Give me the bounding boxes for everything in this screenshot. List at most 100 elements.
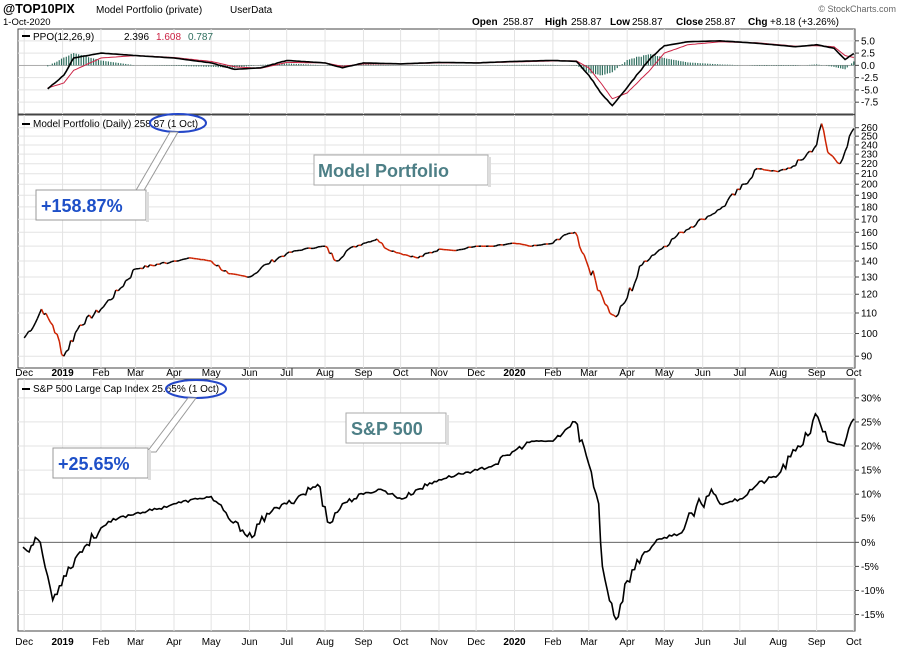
portfolio-price-segment	[734, 188, 739, 196]
portfolio-price-segment	[49, 321, 54, 326]
portfolio-price-segment	[291, 250, 295, 253]
portfolio-price-segment	[626, 287, 631, 299]
portfolio-price-segment	[722, 205, 726, 208]
portfolio-price-segment	[220, 269, 224, 272]
portfolio-price-segment	[583, 254, 588, 262]
portfolio-price-segment	[526, 244, 530, 247]
portfolio-price-segment	[717, 208, 721, 211]
portfolio-callout-pointer	[134, 131, 179, 193]
portfolio-annotation: +158.87%	[41, 196, 123, 216]
month-label-top: Sep	[808, 368, 826, 379]
portfolio-name: Model Portfolio (private)	[96, 5, 202, 16]
portfolio-price-segment	[554, 238, 558, 242]
portfolio-price-segment	[668, 238, 673, 245]
portfolio-price-segment	[348, 246, 352, 250]
portfolio-price-segment	[258, 266, 263, 271]
portfolio-price-segment	[671, 237, 675, 240]
portfolio-price-segment	[181, 258, 185, 261]
portfolio-price-segment	[585, 260, 590, 268]
month-label-bottom: Mar	[580, 637, 598, 648]
portfolio-annotation-box	[35, 189, 147, 221]
sp500-tick-label: 20%	[861, 442, 881, 453]
portfolio-price-segment	[210, 260, 215, 265]
ppo-tick-label: 2.5	[861, 49, 875, 60]
portfolio-price-segment	[780, 168, 784, 171]
ppo-legend-prefix: PPO(12,26,9)	[33, 32, 94, 43]
portfolio-price-segment	[815, 131, 820, 146]
portfolio-price-segment	[171, 260, 175, 263]
portfolio-price-segment	[749, 176, 753, 181]
portfolio-price-segment	[122, 280, 127, 287]
portfolio-price-segment	[709, 213, 714, 217]
portfolio-price-segment	[164, 261, 168, 265]
portfolio-price-segment	[198, 258, 202, 261]
portfolio-tick-label: 110	[861, 308, 877, 319]
portfolio-price-segment	[620, 304, 624, 307]
month-label-top: Jul	[733, 368, 746, 379]
portfolio-price-segment	[697, 218, 701, 222]
portfolio-price-segment	[692, 224, 697, 228]
sp500-tick-label: 25%	[861, 417, 881, 428]
portfolio-tick-label: 170	[861, 215, 878, 226]
portfolio-price-segment	[384, 247, 388, 250]
portfolio-price-segment	[676, 231, 680, 237]
portfolio-price-segment	[249, 275, 253, 278]
portfolio-price-segment	[768, 169, 772, 172]
portfolio-legend: Model Portfolio (Daily) 258.87 (1 Oct)	[22, 119, 198, 130]
ppo-tick-label: 5.0	[861, 36, 875, 47]
month-label-bottom: May	[202, 637, 221, 648]
portfolio-price-segment	[683, 229, 687, 234]
month-label-bottom: Jun	[695, 637, 711, 648]
portfolio-price-segment	[32, 322, 36, 328]
sp500-tick-label: 30%	[861, 393, 881, 404]
ppo-legend: PPO(12,26,9) 2.396 1.608 0.787	[22, 32, 213, 43]
portfolio-price-segment	[427, 251, 430, 255]
portfolio-price-segment	[822, 130, 827, 143]
portfolio-price-segment	[724, 200, 729, 207]
watermark: © StockCharts.com	[818, 4, 896, 14]
portfolio-price-segment	[350, 245, 354, 249]
month-axis-bottom: Dec 2019 Feb Mar Apr May Jun Jul Aug Sep Oct Nov Dec…	[15, 637, 861, 648]
portfolio-price-segment	[178, 259, 182, 262]
portfolio-price-segment	[604, 303, 608, 307]
portfolio-price-segment	[283, 253, 288, 257]
portfolio-price-segment	[688, 226, 692, 230]
sp500-tick-label: -5%	[861, 562, 879, 573]
portfolio-price-segment	[648, 254, 653, 260]
portfolio-price-segment	[581, 251, 585, 256]
sp500-label-shadow	[446, 415, 449, 445]
portfolio-annotation-shadow	[146, 192, 149, 222]
portfolio-price-segment	[559, 236, 563, 241]
portfolio-price-segment	[611, 313, 615, 317]
portfolio-price-segment	[811, 147, 815, 153]
month-label-bottom: 2020	[503, 637, 526, 648]
month-label-bottom: Jun	[241, 637, 257, 648]
portfolio-price-segment	[40, 308, 45, 315]
portfolio-price-segment	[844, 146, 848, 152]
portfolio-price-segment	[775, 170, 779, 173]
month-label-top: Dec	[467, 368, 485, 379]
portfolio-price-segment	[818, 123, 823, 132]
month-label-bottom: Jul	[280, 637, 293, 648]
portfolio-price-segment	[331, 253, 335, 260]
month-label-bottom: Mar	[127, 637, 145, 648]
portfolio-price-segment	[415, 256, 419, 259]
month-label-top: Jun	[241, 368, 257, 379]
portfolio-price-segment	[592, 270, 597, 281]
portfolio-price-segment	[360, 242, 364, 246]
portfolio-price-segment	[338, 257, 342, 262]
portfolio-price-segment	[653, 251, 658, 256]
portfolio-price-segment	[125, 278, 129, 282]
portfolio-price-segment	[333, 259, 337, 262]
portfolio-price-segment	[624, 297, 628, 303]
chart-date: 1-Oct-2020	[3, 17, 51, 28]
portfolio-price-segment	[666, 243, 670, 248]
portfolio-price-segment	[186, 257, 190, 260]
portfolio-tick-label: 120	[861, 290, 878, 301]
portfolio-price-segment	[729, 193, 733, 198]
low-label: Low	[610, 17, 630, 28]
month-label-bottom: Sep	[355, 637, 373, 648]
portfolio-price-segment	[809, 150, 813, 153]
